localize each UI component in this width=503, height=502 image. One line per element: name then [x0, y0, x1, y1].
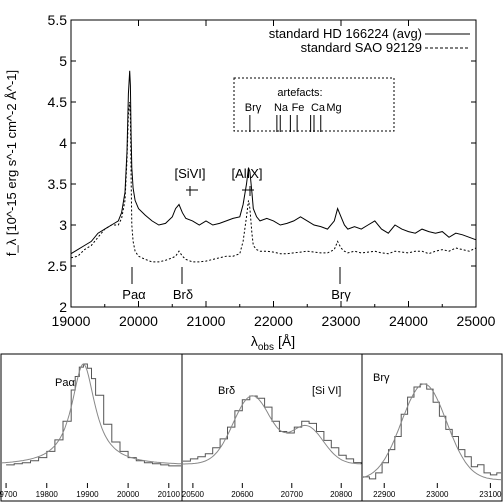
inset-fit-curve: [363, 384, 501, 480]
inset-x-tick-label: 19900: [76, 490, 99, 499]
inset-paalpha: Paα 19700 19800 19900 20000 20100: [0, 364, 181, 499]
legend-label-hd166224: standard HD 166224 (avg): [269, 26, 422, 41]
y-tick-label: 4.5: [48, 94, 68, 110]
coronal-marker-sivi: [186, 186, 198, 196]
artefact-marks: [250, 115, 321, 132]
inset-data-histogram: [363, 384, 501, 479]
x-tick-label: 20000: [119, 313, 158, 329]
artefact-label-fe: Fe: [292, 102, 305, 114]
inset-sivi-label: [Si VI]: [312, 385, 341, 397]
legend-label-sao92129: standard SAO 92129: [301, 40, 422, 55]
line-id-brdelta: Brδ: [173, 287, 193, 302]
inset-brgamma: Brγ 22900 23000 23100: [363, 372, 502, 499]
line-id-paalpha: Paα: [122, 287, 146, 302]
inset-x-tick-label: 20100: [158, 490, 181, 499]
x-tick-label: 23000: [322, 313, 361, 329]
x-tick-label: 22000: [254, 313, 293, 329]
inset-x-tick-label: 22900: [373, 490, 396, 499]
x-tick-label: 19000: [52, 313, 91, 329]
inset-brdelta-label: Brδ: [218, 385, 235, 397]
y-tick-label: 3.5: [48, 176, 68, 192]
main-x-axis-label: λobs [Å]: [251, 333, 295, 353]
coronal-labels: [SiVI] [AlIX]: [174, 166, 262, 196]
inset-x-tick-label: 20500: [182, 490, 205, 499]
y-tick-label: 5: [59, 53, 67, 69]
coronal-label-sivi: [SiVI]: [174, 166, 205, 181]
x-tick-label: 24000: [389, 313, 428, 329]
line-id-labels: Paα Brδ Brγ: [122, 267, 351, 302]
inset-x-tick-label: 20700: [281, 490, 304, 499]
series-sao92129: [71, 102, 476, 262]
inset-fit-curve: [2, 364, 181, 464]
artefact-label-na: Na: [274, 102, 289, 114]
y-tick-label: 5.5: [48, 12, 68, 28]
main-y-axis: 22.533.544.555.5: [48, 12, 476, 315]
inset-x-tick-label: 23100: [479, 490, 502, 499]
inset-x-tick-label: 20000: [117, 490, 140, 499]
y-tick-label: 3: [59, 217, 67, 233]
x-tick-label: 25000: [457, 313, 496, 329]
artefacts-title: artefacts:: [277, 87, 322, 99]
inset-brdelta-sivi: Brδ [Si VI] 20500 20600 20700 20800: [182, 385, 361, 499]
artefacts-box: artefacts: Brγ Na Fe Ca Mg: [234, 78, 394, 132]
inset-x-tick-label: 20800: [330, 490, 353, 499]
inset-x-tick-label: 19800: [36, 490, 59, 499]
main-series: [71, 71, 476, 262]
y-tick-label: 2.5: [48, 258, 68, 274]
main-y-axis-label: f_λ [10^-15 erg s^-1 cm^-2 Å^-1]: [4, 70, 19, 256]
artefact-label-mg: Mg: [326, 102, 341, 114]
line-id-brgamma: Brγ: [331, 287, 351, 302]
x-tick-label: 21000: [187, 313, 226, 329]
inset-x-tick-label: 23000: [426, 490, 449, 499]
main-x-axis: 19000 20000 21000 22000 23000 24000 25000: [52, 20, 496, 329]
main-spectrum-chart: 22.533.544.555.5 19000 20000 21000 22000 230…: [4, 12, 496, 353]
legend: standard HD 166224 (avg) standard SAO 92…: [269, 26, 470, 55]
coronal-label-alix: [AlIX]: [231, 166, 262, 181]
artefact-label-ca: Ca: [311, 102, 326, 114]
artefact-label-brgamma: Brγ: [245, 102, 262, 114]
inset-paalpha-label: Paα: [55, 377, 75, 389]
y-tick-label: 4: [59, 135, 67, 151]
inset-brgamma-label: Brγ: [373, 372, 390, 384]
inset-x-tick-label: 19700: [0, 490, 18, 499]
inset-data-histogram: [6, 364, 181, 466]
inset-x-tick-label: 20600: [231, 490, 254, 499]
